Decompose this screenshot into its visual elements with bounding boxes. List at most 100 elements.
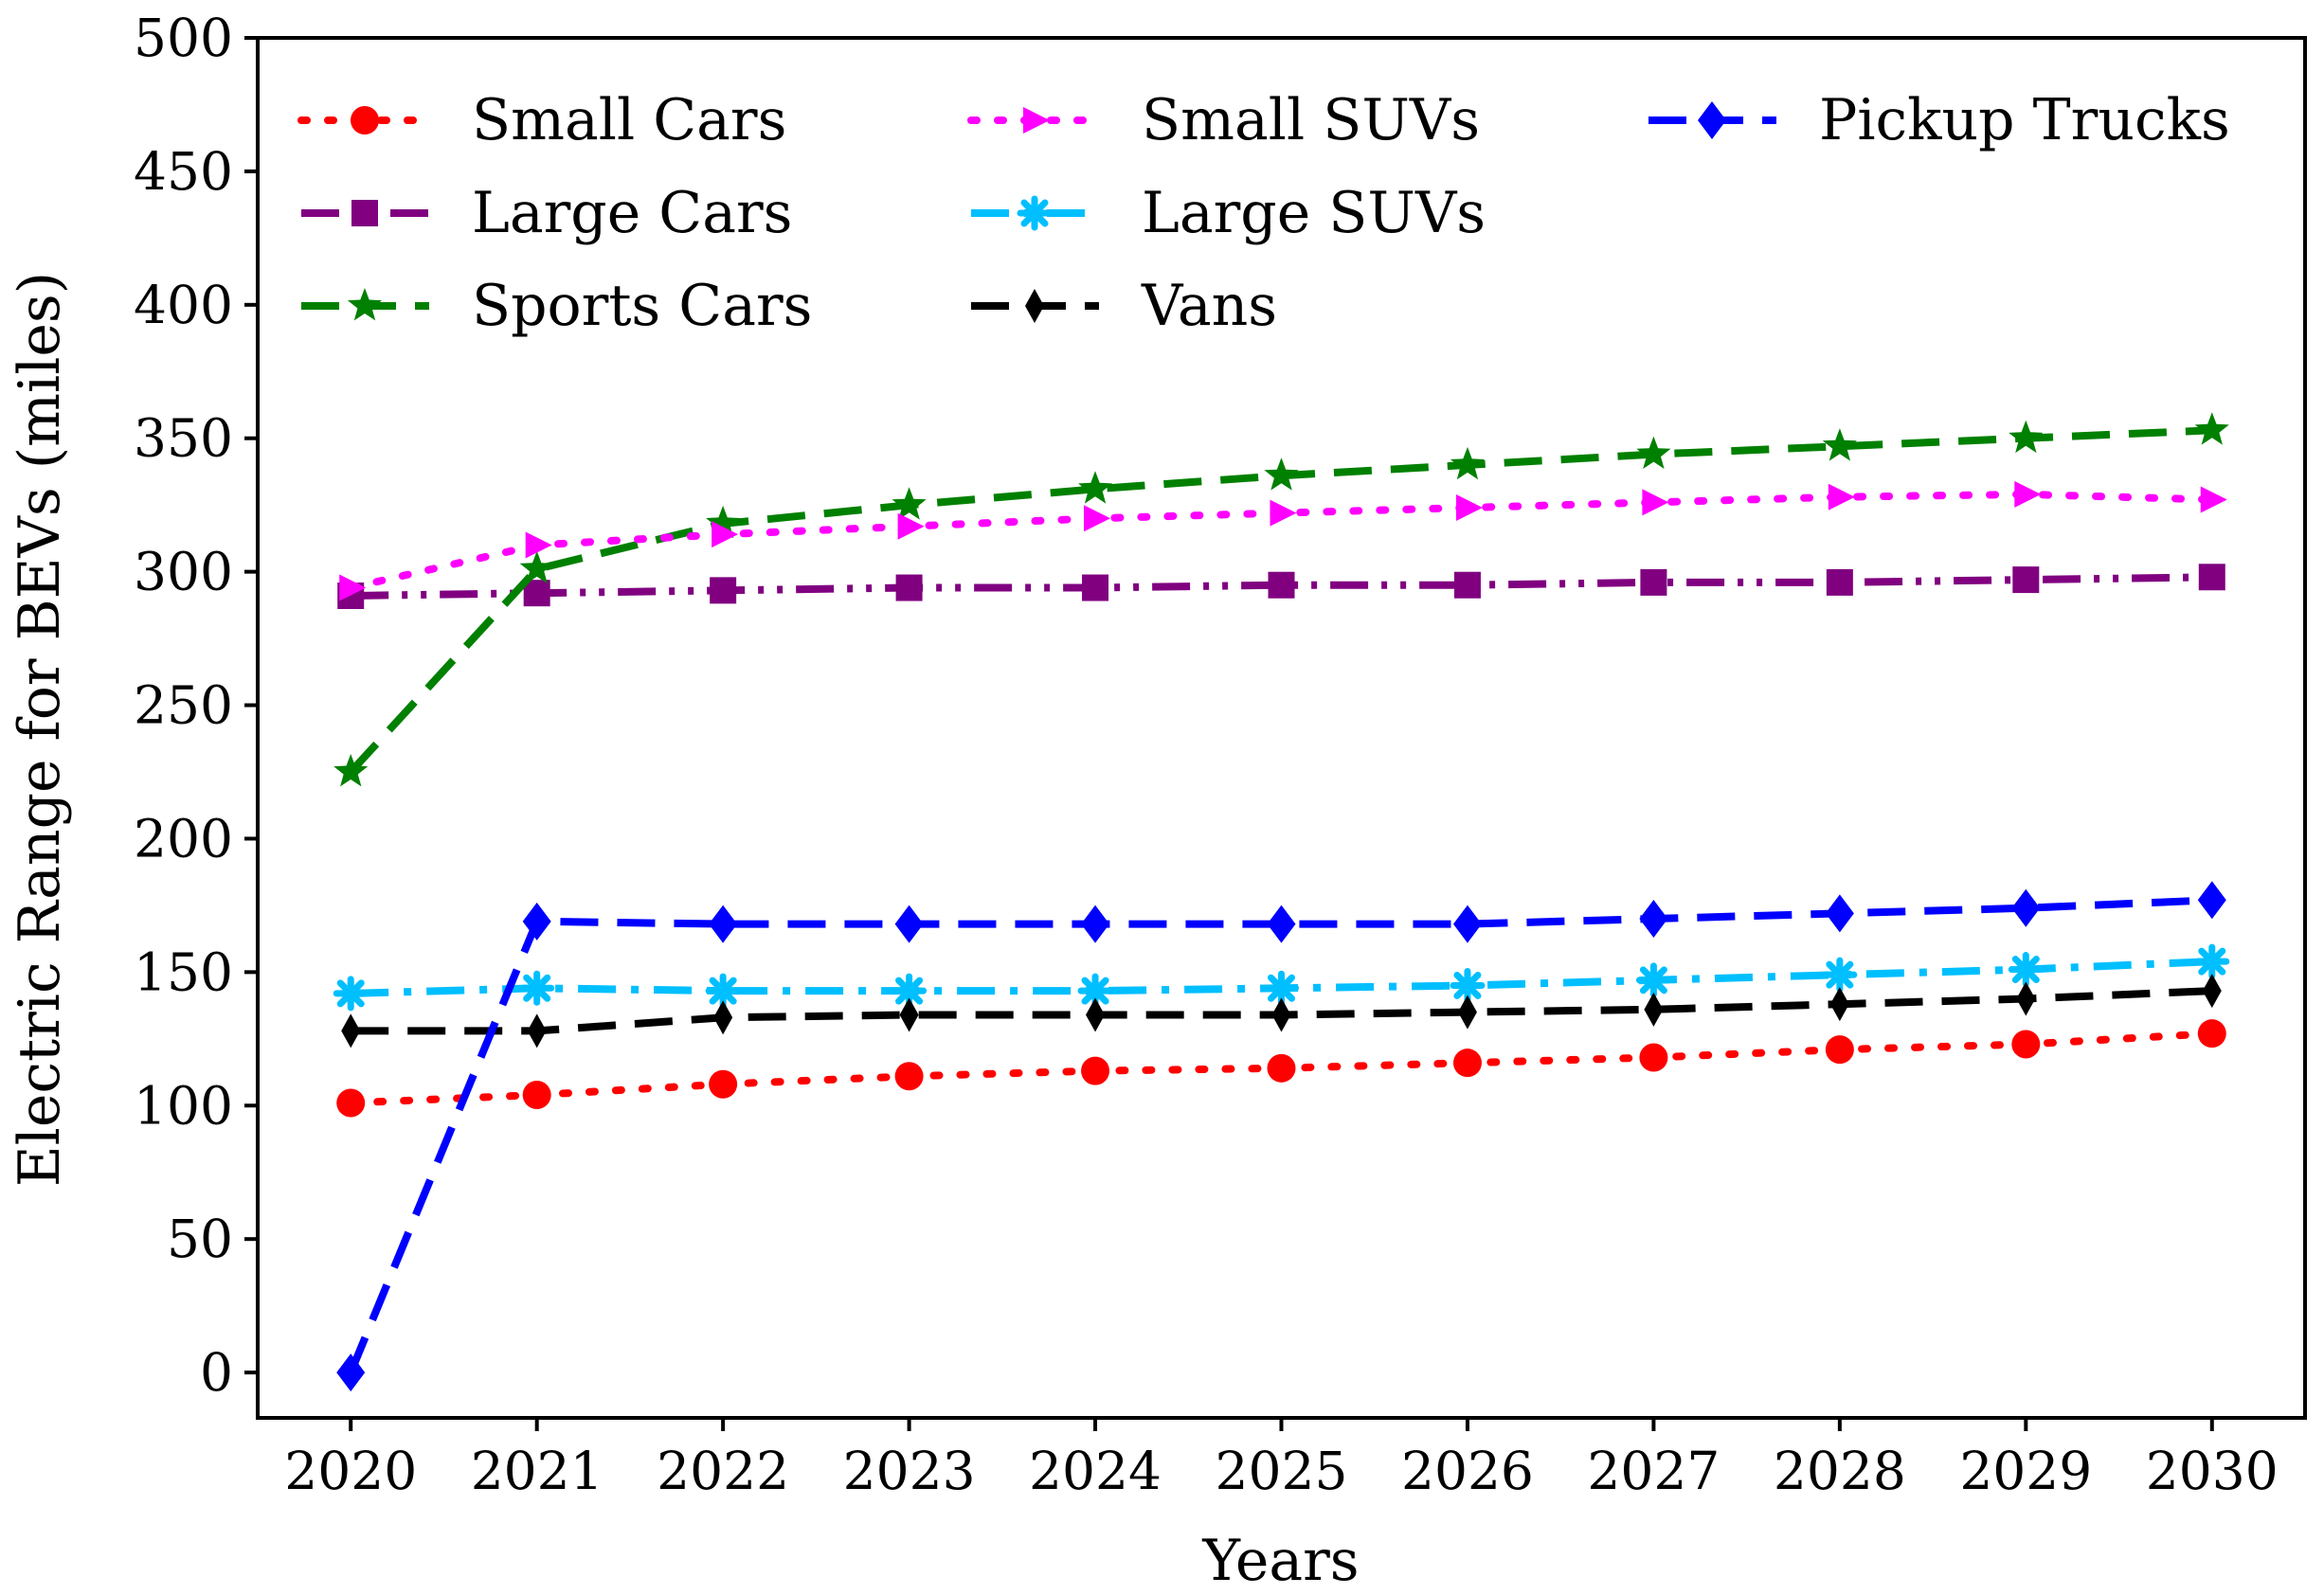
data-point-small-suvs (1642, 489, 1669, 516)
data-point-large-suvs (705, 973, 741, 1009)
series-line-large-cars (351, 573, 2212, 600)
series-small-suvs (339, 480, 2227, 601)
x-tick-label: 2028 (1774, 1441, 1906, 1501)
series-sports-cars (333, 412, 2229, 787)
data-point-pickup-trucks (1267, 905, 1296, 943)
data-point-large-suvs (2008, 952, 2044, 988)
data-point-vans (1644, 992, 1664, 1027)
data-point-large-cars (2198, 564, 2225, 591)
data-point-sports-cars (2009, 420, 2044, 454)
data-point-pickup-trucks (1825, 894, 1854, 933)
x-tick-label: 2029 (1959, 1441, 2092, 1501)
data-point-large-suvs (892, 973, 928, 1009)
legend-item-large-cars: Large Cars (301, 180, 792, 246)
data-point-large-cars (710, 577, 737, 604)
data-point-large-cars (895, 574, 923, 601)
data-point-small-cars (2011, 1030, 2041, 1059)
x-tick-label: 2026 (1401, 1441, 1534, 1501)
data-point-sports-cars (706, 505, 741, 539)
data-point-large-cars (2012, 566, 2040, 594)
y-tick-label: 450 (134, 141, 233, 202)
data-point-small-suvs (2014, 480, 2042, 508)
data-point-small-cars (1452, 1048, 1482, 1078)
data-point-sports-cars (892, 487, 927, 520)
legend-marker-pickup-trucks (1698, 101, 1726, 139)
legend-label-pickup-trucks: Pickup Trucks (1819, 87, 2230, 153)
data-point-large-cars (1082, 574, 1109, 601)
data-point-vans (713, 1000, 733, 1035)
data-point-large-suvs (1450, 967, 1486, 1003)
x-axis-label: Years (1201, 1528, 1359, 1594)
legend-item-small-suvs: Small SUVs (967, 87, 1480, 153)
legend-label-small-cars: Small Cars (472, 87, 786, 153)
data-point-pickup-trucks (894, 905, 924, 943)
data-point-pickup-trucks (1452, 905, 1482, 943)
data-point-large-suvs (1264, 970, 1299, 1006)
legend-item-sports-cars: Sports Cars (301, 273, 812, 339)
data-point-sports-cars (1450, 446, 1485, 480)
legend-item-pickup-trucks: Pickup Trucks (1648, 87, 2230, 153)
series-small-cars (336, 1019, 2226, 1118)
x-tick-label: 2023 (843, 1441, 976, 1501)
series-layer (333, 412, 2230, 1392)
series-pickup-trucks (336, 881, 2226, 1392)
data-point-large-suvs (333, 976, 369, 1012)
series-large-cars (337, 564, 2225, 609)
data-point-large-suvs (1822, 957, 1858, 993)
data-point-small-cars (1825, 1035, 1854, 1065)
data-point-pickup-trucks (2197, 881, 2226, 920)
x-tick-label: 2027 (1587, 1441, 1720, 1501)
series-line-pickup-trucks (347, 896, 2212, 1374)
data-point-large-cars (1640, 568, 1667, 596)
legend-item-vans: Vans (971, 273, 1277, 339)
y-tick-label: 0 (200, 1342, 233, 1403)
series-large-suvs (333, 943, 2230, 1012)
data-point-sports-cars (1822, 428, 1857, 461)
data-point-small-suvs (339, 574, 367, 601)
data-point-small-suvs (712, 521, 739, 548)
legend-label-sports-cars: Sports Cars (472, 273, 812, 339)
data-point-sports-cars (2194, 412, 2229, 445)
data-point-sports-cars (1264, 457, 1299, 491)
data-point-vans (341, 1013, 361, 1048)
data-point-sports-cars (1636, 436, 1671, 469)
data-point-small-cars (522, 1081, 551, 1109)
data-point-small-cars (1081, 1056, 1110, 1085)
data-point-pickup-trucks (1081, 905, 1110, 943)
data-point-sports-cars (333, 754, 369, 787)
data-point-small-suvs (1270, 499, 1297, 527)
data-point-small-cars (336, 1088, 366, 1118)
data-point-vans (899, 997, 919, 1032)
data-point-large-cars (1268, 571, 1295, 599)
data-point-small-suvs (897, 512, 925, 540)
data-point-small-suvs (1455, 494, 1483, 521)
x-tick-label: 2024 (1029, 1441, 1162, 1501)
legend-marker-large-suvs (1017, 195, 1053, 231)
legend-marker-large-cars (351, 200, 378, 226)
data-point-pickup-trucks (522, 902, 551, 941)
x-tick-label: 2021 (471, 1441, 604, 1501)
data-point-small-cars (1267, 1053, 1296, 1083)
data-point-vans (527, 1013, 547, 1048)
y-tick-label: 300 (134, 542, 233, 602)
data-point-large-cars (1453, 571, 1481, 599)
x-tick-label: 2030 (2146, 1441, 2279, 1501)
legend-label-vans: Vans (1141, 273, 1277, 339)
legend-marker-sports-cars (347, 288, 383, 321)
y-tick-label: 100 (134, 1075, 233, 1136)
data-point-large-suvs (1077, 973, 1113, 1009)
data-point-vans (1457, 995, 1477, 1030)
y-tick-label: 150 (134, 941, 233, 1002)
y-tick-label: 250 (134, 675, 233, 736)
x-tick-label: 2025 (1216, 1441, 1348, 1501)
legend: Small Cars Large Cars Sports Cars Small SUV… (297, 87, 2230, 339)
data-point-small-cars (1639, 1043, 1668, 1072)
y-axis-label: Electric Range for BEVs (miles) (7, 272, 73, 1187)
legend-label-large-cars: Large Cars (472, 180, 792, 246)
data-point-vans (1271, 997, 1291, 1032)
data-point-small-cars (894, 1062, 924, 1091)
y-tick-label: 350 (134, 408, 233, 469)
data-point-large-suvs (519, 970, 555, 1006)
data-point-small-cars (709, 1069, 738, 1099)
